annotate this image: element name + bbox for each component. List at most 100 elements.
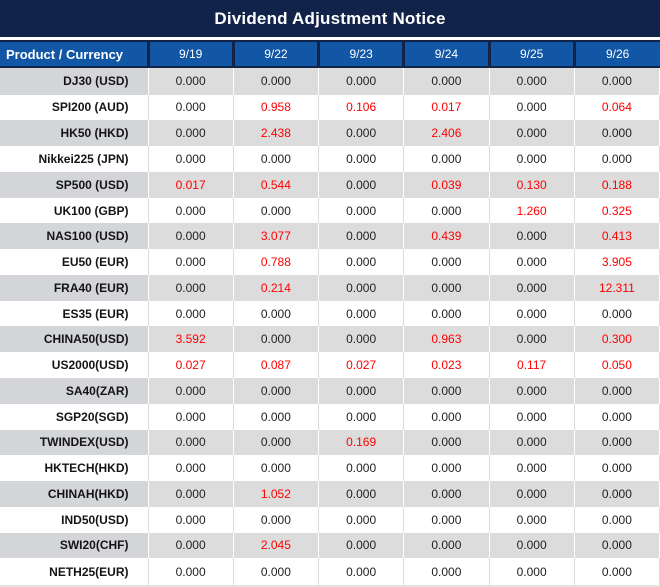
dividend-table: Product / Currency 9/19 9/22 9/23 9/24 9… <box>0 40 660 587</box>
value-cell: 0.000 <box>233 558 320 587</box>
product-cell: HKTECH(HKD) <box>0 455 149 482</box>
value-cell: 0.000 <box>318 274 405 301</box>
product-cell: DJ30 (USD) <box>0 67 149 95</box>
value-cell: 0.000 <box>148 274 234 301</box>
value-cell: 0.000 <box>489 146 575 172</box>
value-cell: 0.000 <box>574 429 660 456</box>
value-cell: 0.000 <box>148 481 234 507</box>
value-cell: 0.000 <box>318 197 405 224</box>
value-cell: 0.000 <box>489 223 575 250</box>
value-cell: 0.000 <box>403 378 490 404</box>
table-row: HKTECH(HKD) 0.000 0.000 0.000 0.000 0.000 0.00… <box>0 455 660 482</box>
value-cell: 0.000 <box>233 326 320 353</box>
table-row: UK100 (GBP) 0.000 0.000 0.000 0.000 1.260 0.32… <box>0 197 660 224</box>
value-cell: 0.017 <box>403 94 490 121</box>
table-row: TWINDEX(USD) 0.000 0.000 0.169 0.000 0.000 0.0… <box>0 429 660 456</box>
product-cell: HK50 (HKD) <box>0 120 149 147</box>
value-cell: 0.000 <box>318 506 405 533</box>
table-row: Nikkei225 (JPN) 0.000 0.000 0.000 0.000 0.000… <box>0 146 660 172</box>
value-cell: 0.439 <box>403 223 490 250</box>
date-header: 9/25 <box>487 40 575 68</box>
value-cell: 0.000 <box>403 197 490 224</box>
value-cell: 0.000 <box>148 197 234 224</box>
table-row: CHINA50(USD) 3.592 0.000 0.000 0.963 0.000 0.3… <box>0 326 660 353</box>
value-cell: 0.169 <box>318 429 405 456</box>
value-cell: 0.000 <box>318 378 405 404</box>
value-cell: 0.000 <box>318 403 405 430</box>
value-cell: 0.000 <box>403 300 490 327</box>
page-title: Dividend Adjustment Notice <box>214 8 446 28</box>
value-cell: 0.000 <box>148 403 234 430</box>
table-row: HK50 (HKD) 0.000 2.438 0.000 2.406 0.000 0.000 <box>0 120 660 147</box>
value-cell: 0.023 <box>403 352 490 379</box>
product-cell: NETH25(EUR) <box>0 558 149 587</box>
value-cell: 0.117 <box>489 352 575 379</box>
value-cell: 0.000 <box>403 429 490 456</box>
product-cell: NAS100 (USD) <box>0 223 149 250</box>
value-cell: 0.000 <box>233 197 320 224</box>
value-cell: 0.000 <box>489 300 575 327</box>
value-cell: 0.000 <box>574 455 660 482</box>
value-cell: 0.000 <box>148 532 234 559</box>
value-cell: 0.000 <box>403 403 490 430</box>
value-cell: 0.000 <box>574 67 660 95</box>
value-cell: 0.000 <box>148 506 234 533</box>
value-cell: 0.106 <box>318 94 405 121</box>
table-row: SWI20(CHF) 0.000 2.045 0.000 0.000 0.000 0.000 <box>0 532 660 559</box>
table-row: FRA40 (EUR) 0.000 0.214 0.000 0.000 0.000 12.3… <box>0 274 660 301</box>
value-cell: 0.000 <box>489 403 575 430</box>
value-cell: 0.000 <box>403 146 490 172</box>
value-cell: 0.000 <box>489 455 575 482</box>
value-cell: 2.045 <box>233 532 320 559</box>
value-cell: 0.000 <box>489 326 575 353</box>
value-cell: 0.000 <box>403 558 490 587</box>
table-row: SPI200 (AUD) 0.000 0.958 0.106 0.017 0.000 0.0… <box>0 94 660 121</box>
value-cell: 0.027 <box>148 352 234 379</box>
value-cell: 0.000 <box>403 506 490 533</box>
value-cell: 0.000 <box>489 378 575 404</box>
value-cell: 0.017 <box>148 171 234 198</box>
value-cell: 0.000 <box>233 403 320 430</box>
table-row: NAS100 (USD) 0.000 3.077 0.000 0.439 0.000 0.4… <box>0 223 660 250</box>
value-cell: 0.000 <box>148 378 234 404</box>
value-cell: 0.000 <box>574 378 660 404</box>
product-cell: TWINDEX(USD) <box>0 429 149 456</box>
table-row: SP500 (USD) 0.017 0.544 0.000 0.039 0.130 0.18… <box>0 171 660 198</box>
value-cell: 3.077 <box>233 223 320 250</box>
value-cell: 0.000 <box>318 249 405 275</box>
value-cell: 0.000 <box>489 558 575 587</box>
value-cell: 0.000 <box>233 300 320 327</box>
product-cell: EU50 (EUR) <box>0 249 149 275</box>
value-cell: 0.000 <box>148 223 234 250</box>
value-cell: 0.000 <box>318 481 405 507</box>
value-cell: 0.000 <box>318 300 405 327</box>
value-cell: 0.325 <box>574 197 660 224</box>
value-cell: 0.000 <box>318 532 405 559</box>
value-cell: 0.000 <box>574 403 660 430</box>
value-cell: 0.000 <box>318 120 405 147</box>
date-header: 9/19 <box>146 40 234 68</box>
product-currency-header: Product / Currency <box>0 40 148 68</box>
table-row: ES35 (EUR) 0.000 0.000 0.000 0.000 0.000 0.000 <box>0 300 660 327</box>
value-cell: 0.000 <box>403 481 490 507</box>
value-cell: 0.000 <box>489 506 575 533</box>
product-cell: CHINA50(USD) <box>0 326 149 353</box>
value-cell: 0.000 <box>233 506 320 533</box>
value-cell: 0.000 <box>318 146 405 172</box>
value-cell: 0.000 <box>148 67 234 95</box>
table-row: SA40(ZAR) 0.000 0.000 0.000 0.000 0.000 0.000 <box>0 378 660 404</box>
value-cell: 0.000 <box>574 506 660 533</box>
value-cell: 0.050 <box>574 352 660 379</box>
title-divider <box>0 37 660 40</box>
value-cell: 0.000 <box>489 67 575 95</box>
value-cell: 0.000 <box>574 146 660 172</box>
value-cell: 2.438 <box>233 120 320 147</box>
value-cell: 0.000 <box>148 94 234 121</box>
value-cell: 12.311 <box>574 274 660 301</box>
value-cell: 0.000 <box>403 532 490 559</box>
value-cell: 0.958 <box>233 94 320 121</box>
value-cell: 0.000 <box>574 481 660 507</box>
value-cell: 0.039 <box>403 171 490 198</box>
value-cell: 0.000 <box>403 249 490 275</box>
